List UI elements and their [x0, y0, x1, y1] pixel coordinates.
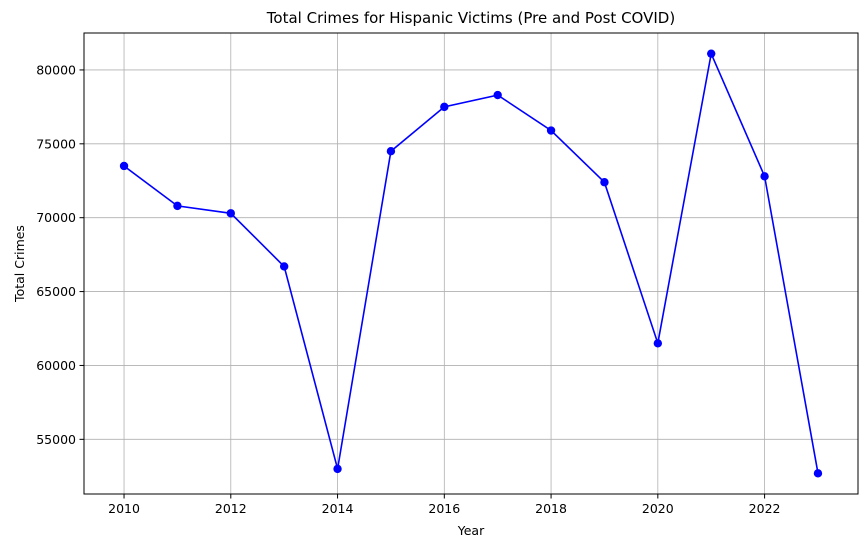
y-tick-label: 75000 — [36, 136, 76, 151]
data-point — [226, 209, 235, 218]
x-axis-ticks: 2010 2012 2014 2016 2018 2020 2022 — [108, 494, 780, 516]
data-point — [386, 147, 396, 156]
y-tick-label: 80000 — [36, 62, 76, 77]
data-point — [760, 172, 769, 181]
x-tick-label: 2020 — [642, 501, 674, 516]
data-points — [119, 49, 823, 478]
grid-lines — [84, 33, 858, 494]
y-axis-ticks: 55000 60000 65000 70000 75000 80000 — [36, 62, 84, 447]
data-point — [493, 90, 502, 100]
data-point — [600, 178, 609, 187]
data-point — [333, 464, 342, 474]
x-axis-label: Year — [457, 523, 485, 538]
y-tick-label: 65000 — [36, 284, 76, 299]
x-tick-label: 2010 — [108, 501, 140, 516]
x-tick-label: 2022 — [749, 501, 781, 516]
data-point — [440, 102, 449, 112]
x-tick-label: 2014 — [322, 501, 354, 516]
data-point — [546, 126, 556, 135]
series-line — [123, 50, 819, 474]
y-tick-label: 70000 — [36, 210, 76, 225]
data-point — [813, 469, 823, 478]
data-point — [119, 161, 129, 171]
x-tick-label: 2018 — [535, 501, 567, 516]
x-tick-label: 2016 — [428, 501, 460, 516]
y-tick-label: 55000 — [36, 432, 76, 447]
x-tick-label: 2012 — [215, 501, 247, 516]
chart-title: Total Crimes for Hispanic Victims (Pre a… — [266, 9, 675, 27]
data-point — [707, 49, 716, 58]
data-point — [173, 201, 182, 211]
y-tick-label: 60000 — [36, 358, 76, 373]
y-axis-label: Total Crimes — [12, 225, 27, 303]
plot-area-frame — [83, 32, 859, 495]
data-point — [653, 339, 663, 348]
data-point — [279, 262, 289, 271]
series-line-layer — [123, 50, 819, 474]
